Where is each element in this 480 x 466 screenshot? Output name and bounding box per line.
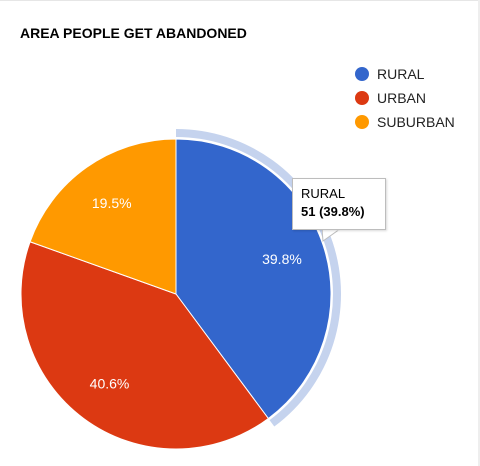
legend-swatch-icon xyxy=(355,91,369,105)
slice-label-rural: 39.8% xyxy=(262,251,302,267)
legend: RURAL URBAN SUBURBAN xyxy=(355,62,455,134)
tooltip-title: RURAL xyxy=(301,186,346,201)
slice-label-urban: 40.6% xyxy=(90,376,130,392)
frame-top-border xyxy=(0,0,480,1)
legend-item-suburban[interactable]: SUBURBAN xyxy=(355,110,455,134)
pie-slice-urban[interactable] xyxy=(20,241,270,450)
tooltip-value: 51 (39.8%) xyxy=(301,204,365,219)
slice-label-suburban: 19.5% xyxy=(92,195,132,211)
frame-right-border xyxy=(478,0,480,466)
legend-swatch-icon xyxy=(355,67,369,81)
legend-label: URBAN xyxy=(377,90,427,106)
legend-label: RURAL xyxy=(377,66,425,82)
legend-item-rural[interactable]: RURAL xyxy=(355,62,455,86)
chart-title: AREA PEOPLE GET ABANDONED xyxy=(20,25,247,41)
legend-label: SUBURBAN xyxy=(377,114,455,130)
pie-slice-suburban[interactable] xyxy=(29,138,177,295)
tooltip: RURAL 51 (39.8%) xyxy=(292,178,386,230)
legend-swatch-icon xyxy=(355,115,369,129)
legend-item-urban[interactable]: URBAN xyxy=(355,86,455,110)
tooltip-pointer xyxy=(322,229,341,242)
